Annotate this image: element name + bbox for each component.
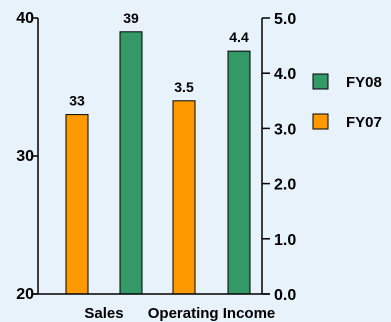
category-label: Sales [84,305,123,322]
legend-label: FY08 [346,74,382,91]
left-tick-label: 20 [16,286,34,303]
left-tick-label: 40 [16,10,34,27]
data-label: 4.4 [229,29,249,45]
right-tick-label: 4.0 [274,66,296,83]
legend-swatch-fy08 [312,73,329,90]
bar-fy08-sales [119,31,143,295]
data-label: 33 [69,93,85,109]
bar-fy08-operating-income [227,50,251,295]
left-tick-label: 30 [16,148,34,165]
category-label: Operating Income [148,305,276,322]
legend-swatch-fy07 [312,113,329,130]
bar-fy07-operating-income [172,100,196,295]
right-tick-label: 5.0 [274,11,296,28]
right-tick-label: 0.0 [274,287,296,304]
data-label: 39 [123,10,139,26]
bar-fy07-sales [65,114,89,295]
legend-label: FY07 [346,114,382,131]
right-tick-label: 2.0 [274,177,296,194]
right-tick-label: 1.0 [274,232,296,249]
right-tick-label: 3.0 [274,121,296,138]
data-label: 3.5 [174,79,194,95]
